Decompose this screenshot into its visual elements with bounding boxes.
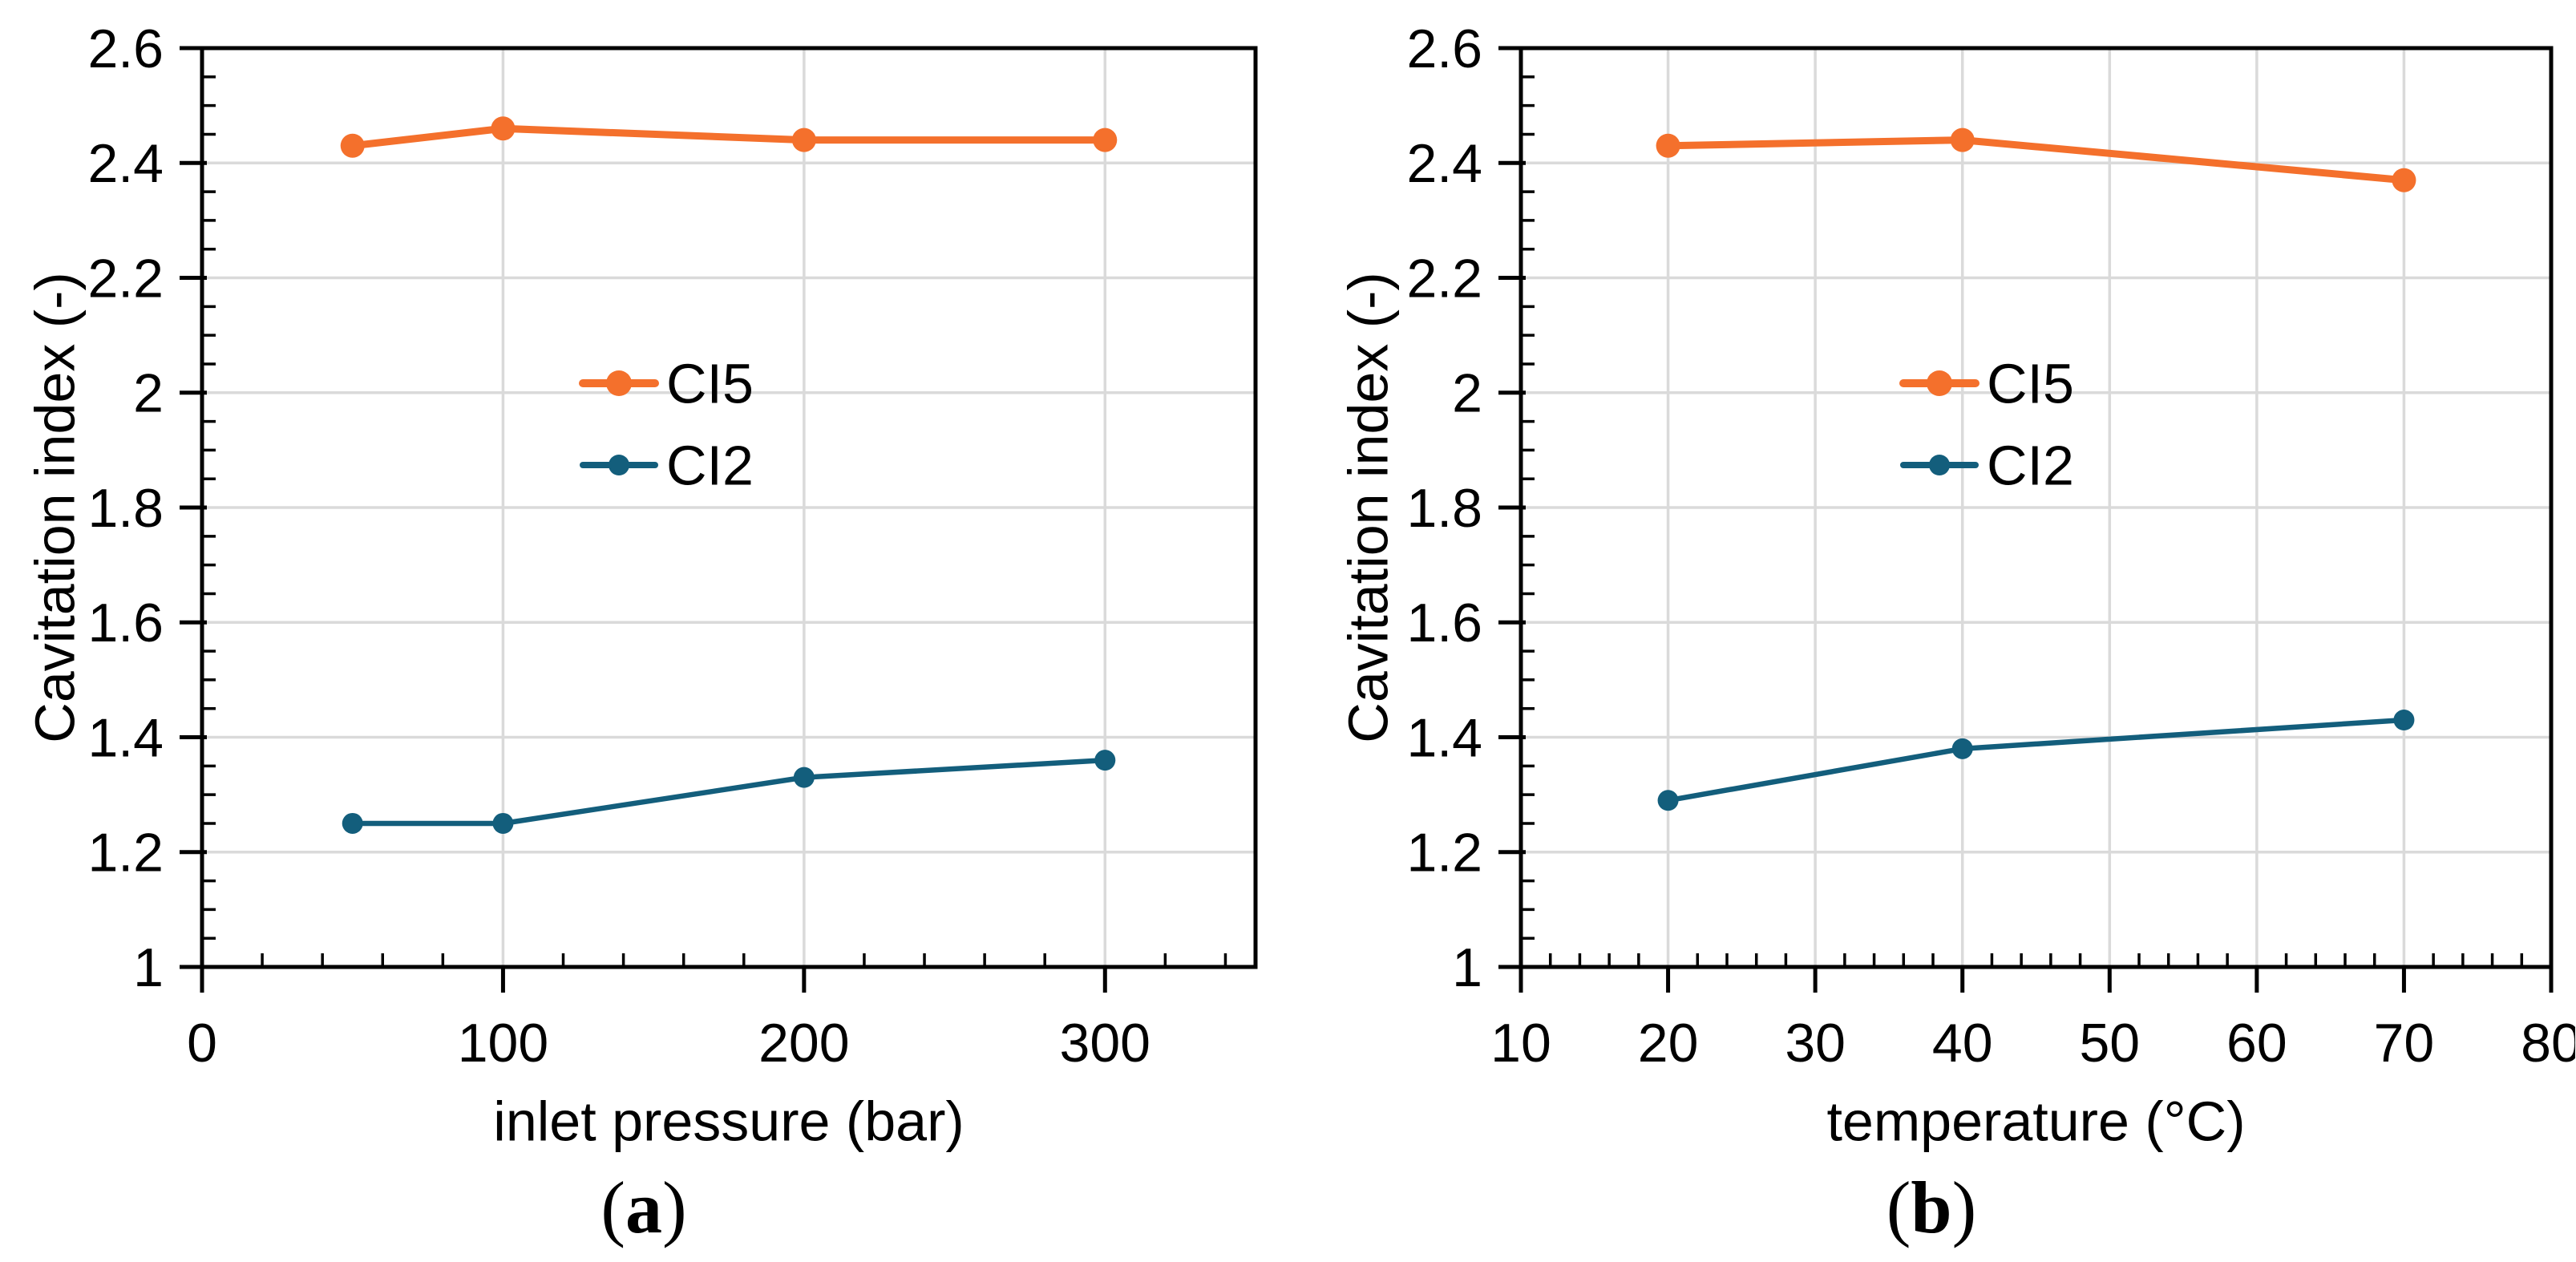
series-CI2-marker: [1094, 750, 1116, 771]
series-CI2-marker: [2393, 710, 2415, 731]
legend-CI2-label: CI2: [1987, 435, 2074, 497]
series-CI5-marker: [1950, 127, 1975, 152]
y-tick-label: 1.6: [1406, 593, 1482, 653]
x-tick-label: 60: [2226, 1013, 2287, 1074]
series-CI2-line: [350, 757, 1108, 827]
y-tick-label: 1: [1452, 937, 1482, 998]
y-tick-label: 2.6: [1406, 18, 1482, 79]
legend-CI5-label: CI5: [666, 353, 754, 415]
x-tick-label: 80: [2521, 1013, 2575, 1074]
chart-a: 1 1.2 1.4 1.6 1.8 2 2.2 2.4 2.6 0 100 200 300 CI5 CI2 C…: [24, 18, 1258, 1248]
legend-CI2-marker: [1929, 455, 1950, 475]
panel-caption: (b): [1887, 1167, 1976, 1248]
y-tick-label: 1.8: [1406, 478, 1482, 539]
x-tick-label: 30: [1785, 1013, 1846, 1074]
panel-caption: (a): [601, 1167, 686, 1248]
series-CI2-marker: [1951, 738, 1973, 759]
x-axis-title: inlet pressure (bar): [493, 1090, 964, 1153]
y-tick-label: 1.8: [87, 478, 164, 539]
chart-panel-b: 1 1.2 1.4 1.6 1.8 2 2.2 2.4 2.6 10 20 30 40 50 60 70 80 C…: [1288, 0, 2576, 1262]
x-tick-label: 300: [1060, 1013, 1151, 1074]
x-tick-label: 20: [1638, 1013, 1699, 1074]
series-CI2-marker: [1657, 790, 1679, 811]
y-tick-label: 2.6: [87, 18, 164, 79]
x-tick-label: 70: [2374, 1013, 2435, 1074]
y-axis-title: Cavitation index (-): [24, 272, 87, 742]
x-tick-label: 40: [1932, 1013, 1993, 1074]
series-CI2-marker: [342, 812, 363, 834]
series-CI2-marker: [793, 767, 815, 788]
chart-panel-a: 1 1.2 1.4 1.6 1.8 2 2.2 2.4 2.6 0 100 200 300 CI5 CI2 C…: [24, 18, 1258, 1248]
y-tick-label: 1.6: [87, 593, 164, 653]
legend-CI2-label: CI2: [666, 435, 754, 497]
y-tick-label: 1.4: [87, 707, 164, 768]
series-CI5-marker: [1656, 133, 1680, 158]
y-tick-label: 2.4: [1406, 133, 1482, 194]
series-CI2-line: [1665, 717, 2407, 803]
y-tick-label: 1.2: [87, 823, 164, 884]
y-tick-label: 1.4: [1406, 707, 1482, 768]
y-tick-label: 2.2: [87, 248, 164, 309]
series-CI2-marker: [492, 812, 514, 834]
y-tick-label: 2.4: [87, 133, 164, 194]
y-tick-label: 1: [133, 937, 164, 998]
x-tick-label: 200: [758, 1013, 849, 1074]
y-tick-label: 2: [1452, 363, 1482, 424]
series-CI5-marker: [791, 127, 816, 152]
legend-CI2-marker: [609, 455, 629, 475]
y-tick-label: 1.2: [1406, 823, 1482, 884]
legend-CI5-marker: [606, 370, 632, 396]
series-CI5-marker: [491, 116, 516, 141]
legend-CI5-marker: [1927, 370, 1952, 396]
chart-b: 1 1.2 1.4 1.6 1.8 2 2.2 2.4 2.6 10 20 30 40 50 60 70 80 C…: [1337, 18, 2576, 1248]
x-tick-label: 50: [2079, 1013, 2140, 1074]
y-tick-label: 2: [133, 363, 164, 424]
x-tick-label: 10: [1490, 1013, 1551, 1074]
series-CI5-line: [1664, 136, 2408, 184]
series-CI5-line: [349, 124, 1109, 150]
x-tick-label: 100: [458, 1013, 548, 1074]
y-axis-title: Cavitation index (-): [1337, 272, 1400, 742]
x-tick-label: 0: [187, 1013, 217, 1074]
series-CI5-marker: [340, 133, 365, 158]
y-tick-label: 2.2: [1406, 248, 1482, 309]
x-axis-title: temperature (°C): [1826, 1090, 2245, 1153]
series-CI5-marker: [1093, 127, 1118, 152]
series-CI5-marker: [2392, 168, 2416, 192]
legend-CI5-label: CI5: [1987, 353, 2074, 415]
